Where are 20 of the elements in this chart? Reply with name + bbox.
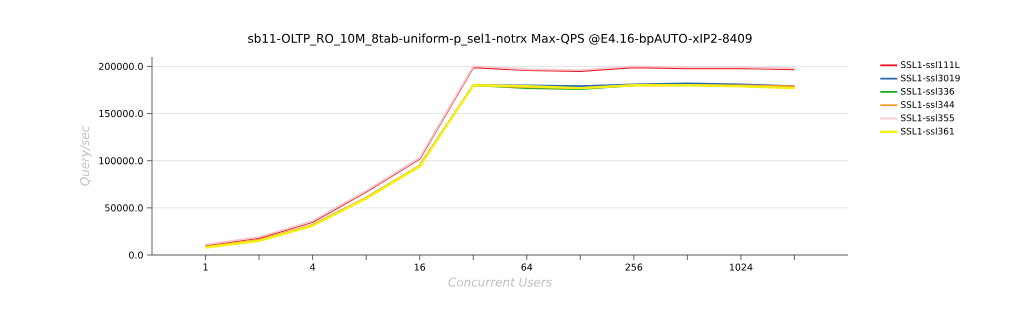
legend-label: SSL1-ssl3019 bbox=[901, 74, 960, 82]
y-tick-label: 100000.0 bbox=[99, 157, 143, 165]
chart-title: sb11-OLTP_RO_10M_8tab-uniform-p_sel1-notrx Max-QPS @E4.16-bpAUTO-xIP2-8409 bbox=[248, 33, 752, 46]
x-tick-label: 256 bbox=[625, 263, 643, 271]
y-tick-label: 200000.0 bbox=[99, 62, 143, 71]
y-tick-label: 0.0 bbox=[129, 251, 143, 259]
x-tick-label: 1024 bbox=[729, 263, 753, 271]
legend-label: SSL1-ssl336 bbox=[901, 87, 955, 95]
x-tick-label: 1 bbox=[203, 263, 208, 271]
x-tick-label: 4 bbox=[310, 263, 316, 271]
legend-label: SSL1-ssl355 bbox=[901, 114, 954, 122]
y-tick-label: 50000.0 bbox=[105, 204, 143, 212]
legend-label: SSL1-ssl111L bbox=[901, 61, 960, 69]
x-axis-title: Concurrent Users bbox=[448, 277, 552, 287]
legend-label: SSL1-ssl344 bbox=[901, 101, 955, 108]
y-tick-label: 150000.0 bbox=[99, 109, 143, 118]
x-tick-label: 16 bbox=[414, 263, 426, 271]
x-tick-label: 64 bbox=[521, 263, 533, 271]
y-axis-title: Query/sec bbox=[80, 125, 92, 186]
legend-label: SSL1-ssl361 bbox=[901, 127, 954, 135]
